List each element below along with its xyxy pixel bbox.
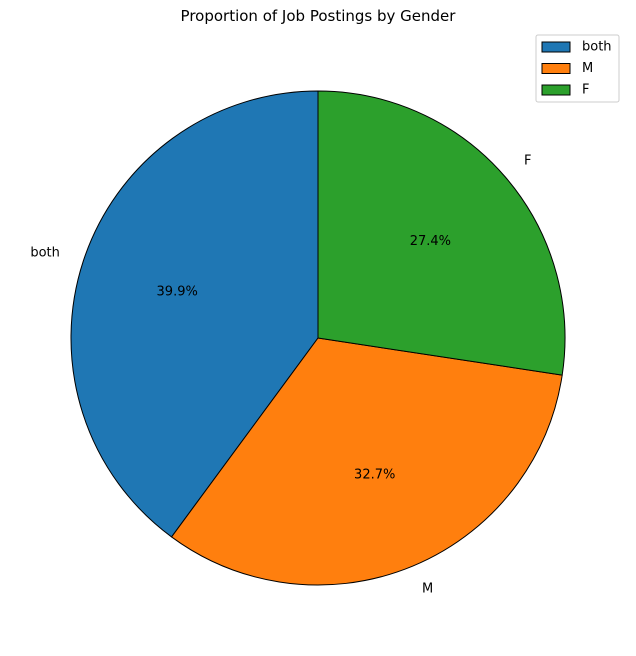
pie-slice-both — [70, 90, 319, 538]
pie-labels: 39.9% both 32.7% M 27.4% F — [30, 153, 531, 596]
legend-label-m: M — [582, 61, 593, 76]
pie-slice-m — [171, 337, 563, 586]
category-label-f: F — [524, 153, 531, 168]
pie-slices — [70, 90, 566, 586]
legend-swatch-both — [541, 41, 571, 53]
category-label-m: M — [422, 582, 433, 597]
percent-label-m: 32.7% — [354, 467, 395, 482]
percent-label-f: 27.4% — [410, 234, 451, 249]
legend-swatch-f — [541, 84, 571, 96]
legend-label-both: both — [582, 40, 612, 55]
legend-label-f: F — [582, 83, 589, 98]
chart-title: Proportion of Job Postings by Gender — [181, 7, 457, 25]
legend-swatch-m — [541, 63, 571, 74]
percent-label-both: 39.9% — [157, 284, 198, 299]
category-label-both: both — [30, 246, 60, 261]
legend: both MF — [535, 34, 620, 103]
pie-slice-f — [317, 90, 566, 376]
